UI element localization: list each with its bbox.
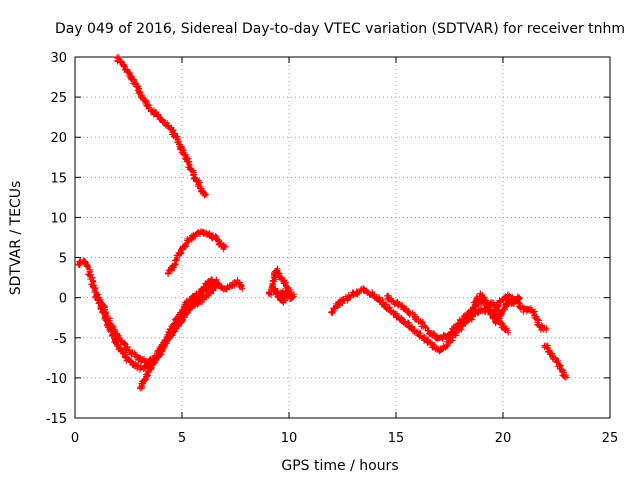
chart-background — [0, 0, 640, 480]
x-tick-label: 20 — [495, 431, 512, 446]
y-tick-label: 25 — [50, 91, 67, 106]
y-tick-label: 15 — [50, 171, 67, 186]
y-tick-label: -5 — [54, 332, 67, 347]
y-tick-label: 10 — [50, 211, 67, 226]
x-tick-label: 15 — [388, 431, 405, 446]
chart: 0 5 10 15 20 25 -15 -10 -5 0 5 10 15 20 25 30 Day 049 o… — [0, 0, 640, 480]
y-axis-label: SDTVAR / TECUs — [8, 181, 24, 296]
x-tick-label: 5 — [178, 431, 186, 446]
y-tick-label: 30 — [50, 51, 67, 66]
y-tick-label: 20 — [50, 131, 67, 146]
y-tick-label: -15 — [46, 412, 67, 427]
x-tick-label: 10 — [281, 431, 298, 446]
chart-title: Day 049 of 2016, Sidereal Day-to-day VTE… — [55, 21, 625, 37]
x-tick-label: 0 — [71, 431, 79, 446]
y-tick-label: 0 — [59, 292, 67, 307]
y-tick-label: 5 — [59, 252, 67, 267]
y-tick-label: -10 — [46, 372, 67, 387]
x-axis-label: GPS time / hours — [281, 458, 398, 474]
x-tick-label: 25 — [602, 431, 619, 446]
